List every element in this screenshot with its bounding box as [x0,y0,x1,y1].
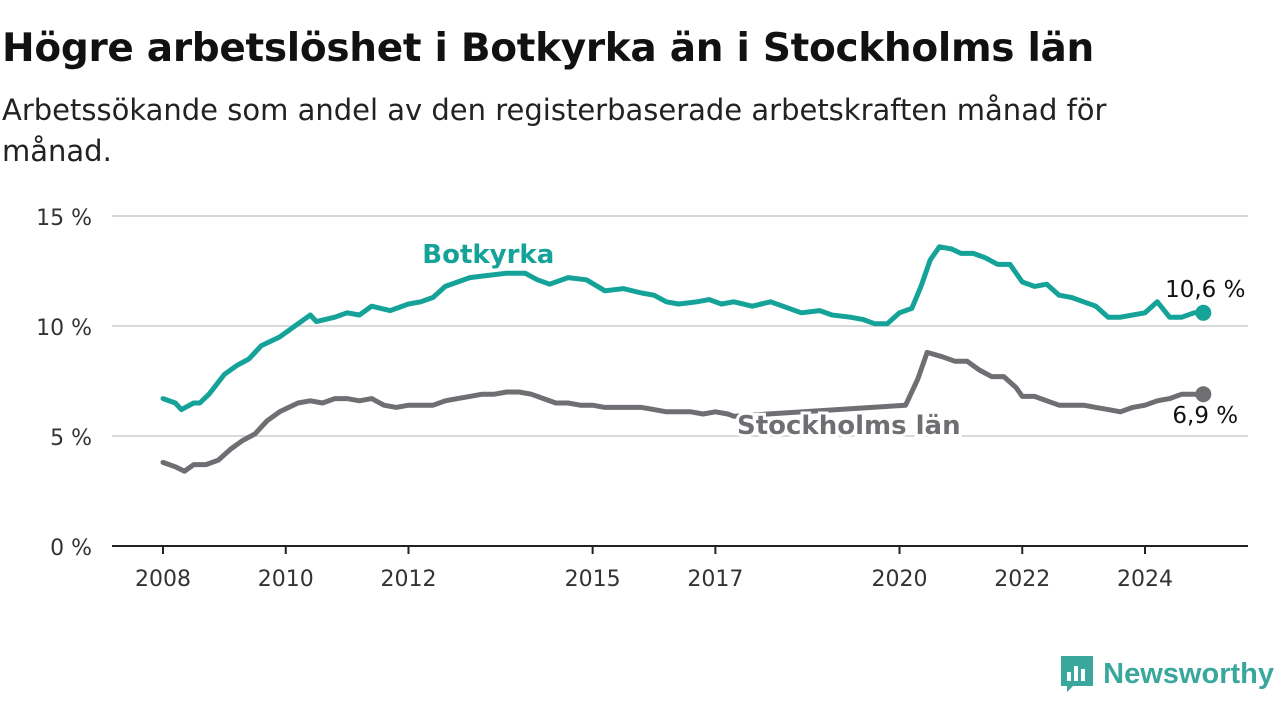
x-tick-label: 2020 [872,567,928,592]
chart-labels: 0 % 5 % 10 % 15 % 2008 2010 2012 2015 2017 2020 20… [36,206,1248,592]
x-tick-label: 2010 [258,567,314,592]
x-tick-label: 2012 [381,567,437,592]
newsworthy-brand[interactable]: Newsworthy [1059,654,1274,694]
y-tick-label: 15 % [36,206,92,231]
series-end-point-botkyrka [1195,304,1212,321]
y-tick-label: 0 % [50,536,92,561]
y-tick-label: 5 % [50,426,92,451]
x-tick-label: 2015 [565,567,621,592]
series-lines [160,244,1212,474]
gridlines [112,215,1248,437]
brand-name: Newsworthy [1103,657,1274,690]
chart-title: Högre arbetslöshet i Botkyrka än i Stock… [2,26,1095,71]
series-name-stockholms-lan: Stockholms län [737,411,961,441]
x-tick-label: 2024 [1117,567,1173,592]
series-end-point-stockholms-lan [1195,386,1212,403]
end-value-label: 6,9 % [1172,403,1238,429]
newsworthy-logo-icon [1061,656,1094,692]
chart-subtitle: Arbetssökande som andel av den registerb… [2,93,1107,168]
series-line-stockholms-lan [160,349,1206,474]
x-tick-label: 2017 [687,567,743,592]
y-tick-label: 10 % [36,316,92,341]
series-line-botkyrka [160,244,1206,413]
x-tick-label: 2008 [135,567,191,592]
x-tick-label: 2022 [994,567,1050,592]
series-name-botkyrka: Botkyrka [422,240,554,270]
end-value-label: 10,6 % [1165,277,1245,303]
x-axis [112,545,1248,554]
